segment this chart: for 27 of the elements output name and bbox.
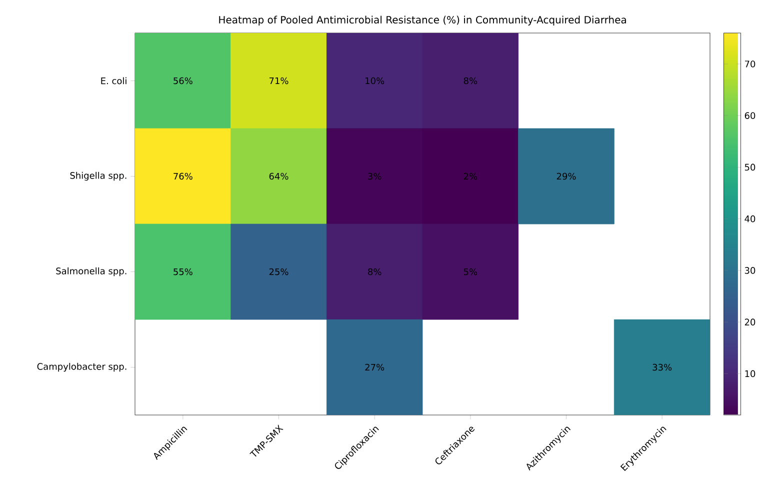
y-tick-label: Shigella spp.: [70, 172, 126, 181]
data-label: 76%: [174, 172, 192, 180]
data-label: 5%: [464, 268, 478, 276]
color-bar-label: 60: [744, 112, 756, 119]
data-label: 64%: [269, 172, 288, 180]
data-label: 55%: [174, 268, 192, 276]
data-label: 27%: [365, 364, 384, 371]
data-label: 25%: [269, 268, 288, 276]
chart-title: Heatmap of Pooled Antimicrobial Resistance (%) in Community-Acquired Diarrhea: [219, 16, 626, 26]
y-tick-label: Campylobacter spp.: [37, 362, 126, 372]
color-bar-label: 50: [744, 164, 756, 171]
data-label: 29%: [556, 172, 576, 180]
y-tick-label: E. coli: [101, 77, 126, 84]
y-tick-label: Salmonella spp.: [56, 267, 126, 276]
data-label: 56%: [174, 77, 192, 84]
color-bar-label: 20: [744, 318, 756, 326]
data-label: 2%: [464, 172, 478, 180]
data-label: 33%: [652, 364, 672, 371]
color-bar-label: 70: [745, 60, 756, 68]
color-bar-label: 10: [745, 370, 756, 378]
data-label: 8%: [368, 268, 382, 276]
color-bar-label: 40: [744, 215, 756, 222]
data-label: 71%: [269, 77, 288, 84]
data-label: 8%: [464, 77, 478, 84]
color-bar-label: 30: [744, 267, 756, 274]
data-label: 3%: [368, 172, 382, 180]
data-label: 10%: [366, 77, 384, 84]
